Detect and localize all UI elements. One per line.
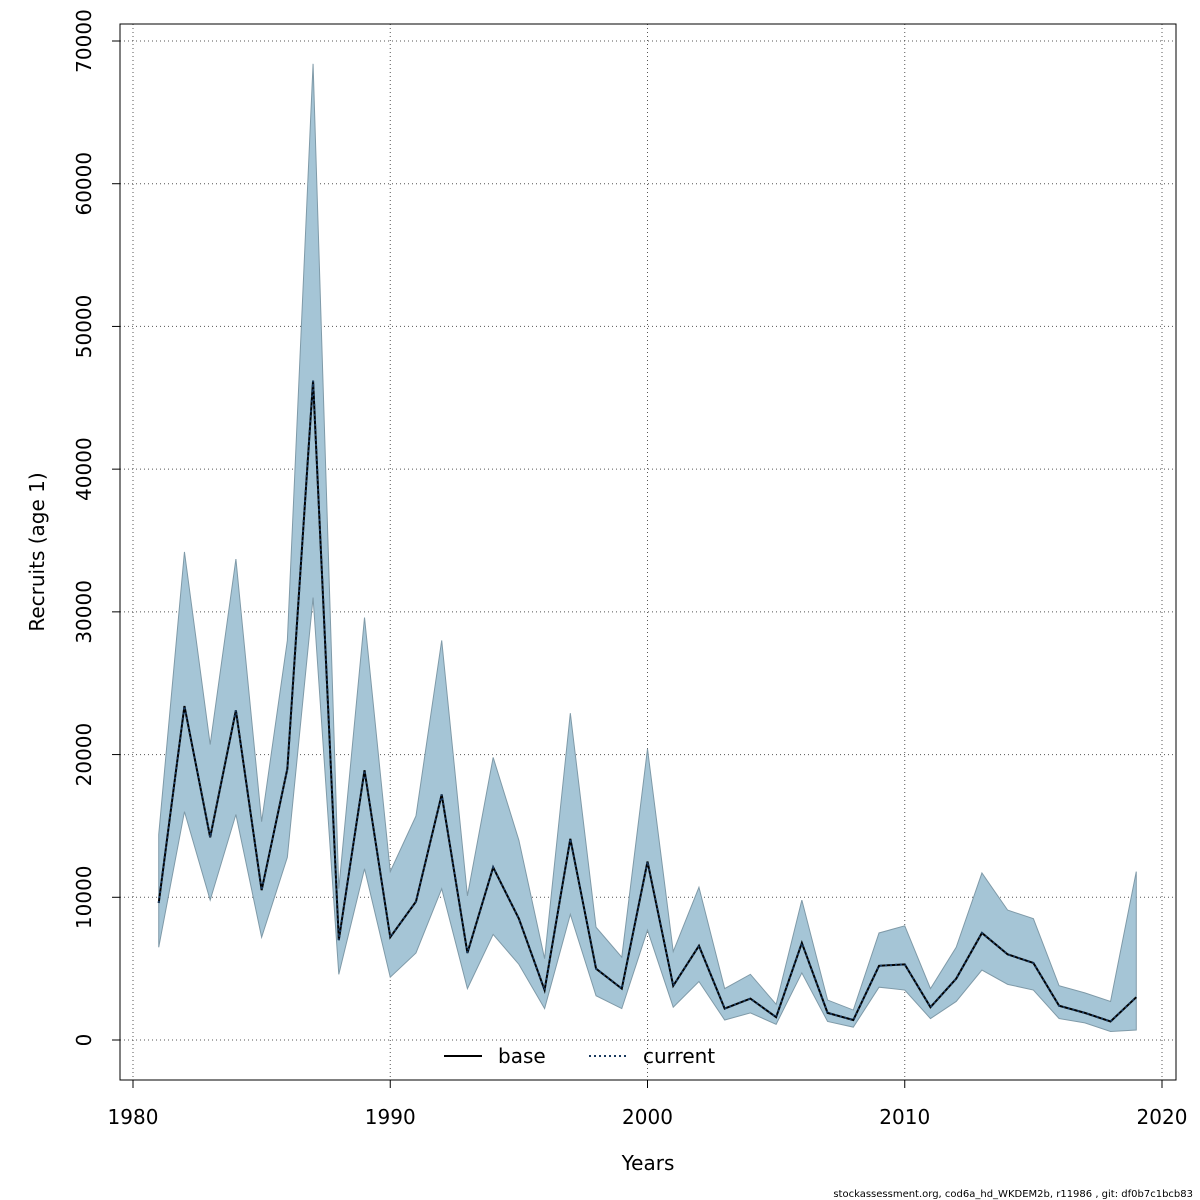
grid-lines [120, 24, 1176, 1080]
y-tick-label-4: 40000 [72, 437, 96, 501]
x-tick-label-2: 2000 [622, 1105, 673, 1129]
y-tick-label-0: 0 [72, 1034, 96, 1047]
x-tick-label-1: 1990 [365, 1105, 416, 1129]
y-tick-label-5: 50000 [72, 295, 96, 359]
y-tick-label-6: 60000 [72, 152, 96, 216]
x-axis: 1980 1990 2000 2010 2020 [108, 1079, 1188, 1129]
y-tick-label-3: 30000 [72, 580, 96, 644]
confidence-band [158, 63, 1137, 1032]
x-tick-label-3: 2010 [879, 1105, 930, 1129]
y-tick-label-2: 20000 [72, 723, 96, 787]
legend: base current [444, 1044, 715, 1068]
y-tick-label-1: 10000 [72, 865, 96, 929]
legend-current-label: current [643, 1044, 715, 1068]
confidence-band-layer [158, 63, 1137, 1032]
x-axis-title: Years [621, 1151, 675, 1175]
legend-base-label: base [498, 1044, 546, 1068]
x-tick-label-0: 1980 [108, 1105, 159, 1129]
series-lines-layer [157, 380, 1137, 1023]
x-tick-label-4: 2020 [1137, 1105, 1188, 1129]
y-axis-title: Recruits (age 1) [25, 472, 49, 631]
y-tick-label-7: 70000 [72, 9, 96, 73]
series-line-base [157, 380, 1137, 1023]
footer-credit: stockassessment.org, cod6a_hd_WKDEM2b, r… [833, 1189, 1193, 1200]
y-axis: 0 10000 20000 30000 40000 50000 60000 70000 [72, 9, 121, 1047]
